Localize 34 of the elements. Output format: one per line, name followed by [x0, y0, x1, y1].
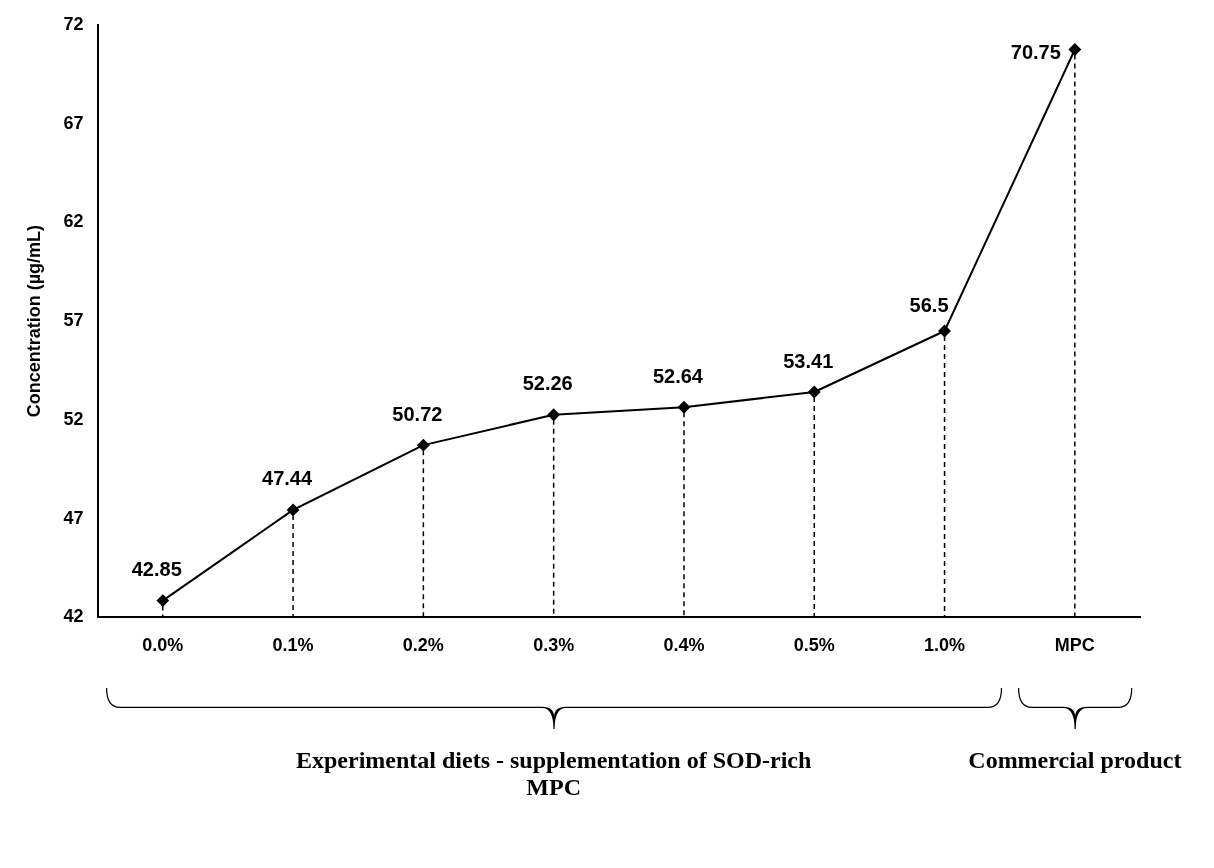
data-label: 47.44	[262, 467, 313, 490]
x-tick-label: 0.5%	[793, 635, 835, 656]
text: Commercial product	[967, 747, 1183, 774]
data-label: 56.5	[909, 294, 949, 317]
data-label: 52.64	[652, 364, 704, 387]
text: Experimental diets - supplementation of SOD-rich MPC	[295, 747, 813, 801]
x-tick-label: 0.2%	[402, 635, 444, 656]
y-tick-label: 57	[63, 310, 84, 331]
y-tick-label: 47	[63, 507, 84, 528]
x-tick-label: 0.1%	[272, 635, 314, 656]
point	[287, 503, 300, 516]
point	[156, 594, 169, 607]
point	[677, 401, 690, 414]
x-tick-label: 1.0%	[924, 635, 966, 656]
x-tick-label: 0.3%	[533, 635, 575, 656]
x-tick-label: 0.0%	[142, 635, 184, 656]
data-label: 50.72	[392, 402, 443, 425]
data-label: 53.41	[783, 349, 834, 372]
y-axis-title: Concentration (µg/mL)	[23, 224, 44, 418]
y-tick-label: 42	[63, 606, 84, 627]
x-tick-label: MPC	[1054, 635, 1095, 656]
point	[938, 324, 951, 337]
data-label: 70.75	[1010, 41, 1061, 64]
y-tick-label: 52	[63, 408, 84, 429]
x-tick-label: 0.4%	[663, 635, 705, 656]
point	[417, 439, 430, 452]
point	[547, 408, 560, 421]
point	[1068, 43, 1081, 56]
y-tick-label: 62	[63, 211, 84, 232]
data-label: 42.85	[131, 558, 182, 581]
y-tick-label: 67	[63, 112, 84, 133]
point	[808, 386, 821, 399]
data-label: 52.26	[522, 372, 573, 395]
y-tick-label: 72	[63, 13, 84, 34]
